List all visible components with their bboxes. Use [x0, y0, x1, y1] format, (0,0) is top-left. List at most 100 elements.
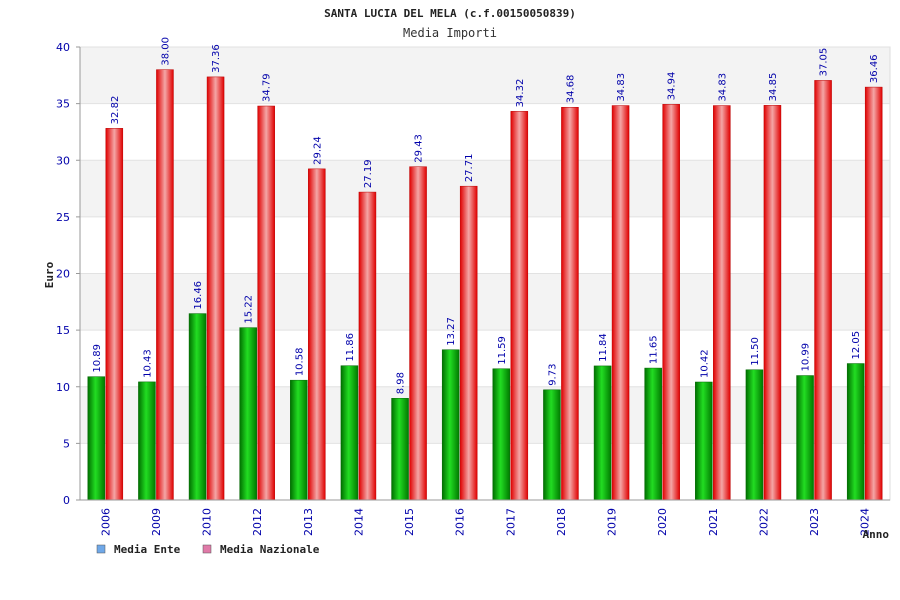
data-label-media-nazionale: 34.32 — [515, 79, 526, 108]
data-label-media-ente: 13.27 — [446, 317, 457, 346]
legend-swatch-media-nazionale — [202, 544, 212, 554]
bar-media-nazionale — [561, 106, 579, 501]
bar-media-ente — [745, 369, 764, 501]
y-tick-label: 35 — [56, 98, 70, 111]
bar-media-nazionale — [713, 105, 731, 501]
data-label-media-ente: 15.22 — [244, 295, 255, 324]
x-axis-label: Anno — [863, 528, 890, 541]
x-tick-label: 2019 — [606, 508, 619, 536]
data-label-media-ente: 10.99 — [801, 343, 812, 372]
chart-title: SANTA LUCIA DEL MELA (c.f.00150050839) — [324, 7, 576, 20]
x-tick-label: 2014 — [352, 508, 365, 536]
data-label-media-ente: 12.05 — [851, 331, 862, 360]
bar-media-nazionale — [814, 80, 832, 501]
data-label-media-nazionale: 29.43 — [414, 134, 425, 163]
bar-media-nazionale — [156, 69, 174, 501]
bar-media-ente — [340, 365, 359, 501]
bar-media-nazionale — [308, 168, 326, 501]
data-label-media-ente: 10.42 — [699, 349, 710, 378]
legend: Media Ente Media Nazionale — [96, 543, 320, 556]
data-label-media-nazionale: 34.94 — [667, 72, 678, 101]
data-label-media-ente: 11.84 — [598, 333, 609, 362]
bar-media-ente — [543, 389, 561, 501]
x-tick-label: 2015 — [403, 508, 416, 536]
data-label-media-nazionale: 29.24 — [312, 136, 323, 165]
bar-media-nazionale — [257, 105, 275, 501]
data-label-media-ente: 11.86 — [345, 333, 356, 362]
bar-media-ente — [593, 365, 612, 501]
y-tick-label: 25 — [56, 211, 70, 224]
data-label-media-ente: 16.46 — [193, 281, 204, 310]
data-label-media-nazionale: 37.05 — [819, 48, 830, 77]
bar-media-nazionale — [611, 105, 630, 501]
legend-label-media-ente: Media Ente — [114, 543, 181, 556]
bar-media-ente — [87, 376, 106, 501]
data-label-media-nazionale: 38.00 — [160, 37, 171, 66]
x-tick-label: 2024 — [859, 508, 872, 536]
bar-media-nazionale — [105, 128, 124, 501]
data-label-media-ente: 11.65 — [649, 335, 660, 364]
y-tick-label: 10 — [56, 381, 70, 394]
bar-media-ente — [391, 398, 409, 501]
y-axis-label: Euro — [43, 261, 56, 288]
data-label-media-ente: 8.98 — [396, 372, 407, 394]
data-label-media-ente: 10.89 — [92, 344, 103, 373]
data-label-media-nazionale: 34.68 — [565, 75, 576, 104]
data-label-media-ente: 9.73 — [547, 364, 558, 386]
x-tick-label: 2018 — [555, 508, 568, 536]
x-tick-label: 2012 — [251, 508, 264, 536]
y-tick-label: 30 — [56, 154, 70, 167]
y-tick-label: 0 — [63, 494, 70, 507]
x-tick-label: 2020 — [656, 508, 669, 536]
bar-media-ente — [644, 367, 662, 501]
bar-media-ente — [188, 313, 207, 501]
bar-media-nazionale — [459, 185, 478, 501]
x-tick-label: 2022 — [757, 508, 770, 536]
x-tick-label: 2009 — [150, 508, 163, 536]
bar-media-nazionale — [206, 76, 225, 501]
x-tick-label: 2021 — [707, 508, 720, 536]
bar-media-nazionale — [662, 104, 680, 501]
bar-media-nazionale — [864, 86, 883, 501]
x-tick-label: 2016 — [454, 508, 467, 536]
data-label-media-nazionale: 32.82 — [110, 96, 121, 125]
x-tick-label: 2017 — [504, 508, 517, 536]
bar-media-ente — [846, 363, 865, 501]
x-axis-ticks: 2006 2009 2010 2012 2013 2014 2015 2016 2017 2018… — [99, 508, 871, 536]
data-label-media-nazionale: 34.83 — [717, 73, 728, 102]
bar-media-nazionale — [763, 105, 782, 501]
bar-media-ente — [441, 349, 460, 501]
data-label-media-nazionale: 36.46 — [869, 54, 880, 83]
data-label-media-nazionale: 34.79 — [262, 73, 273, 102]
bar-media-nazionale — [510, 111, 529, 501]
bar-media-ente — [290, 379, 308, 501]
legend-label-media-nazionale: Media Nazionale — [220, 543, 320, 556]
bar-media-ente — [796, 375, 814, 501]
y-tick-label: 40 — [56, 41, 70, 54]
data-label-media-nazionale: 27.19 — [363, 159, 374, 188]
bar-media-ente — [138, 381, 156, 501]
data-label-media-ente: 10.58 — [294, 348, 305, 377]
bar-media-ente — [695, 381, 713, 501]
data-label-media-ente: 11.59 — [497, 336, 508, 365]
y-tick-label: 5 — [63, 437, 70, 450]
data-label-media-nazionale: 37.36 — [211, 44, 222, 73]
data-label-media-nazionale: 34.85 — [768, 73, 779, 102]
data-label-media-ente: 11.50 — [750, 337, 761, 366]
bar-media-ente — [239, 327, 257, 501]
data-label-media-nazionale: 34.83 — [616, 73, 627, 102]
x-tick-label: 2006 — [99, 508, 112, 536]
data-label-media-nazionale: 27.71 — [464, 154, 475, 183]
bar-media-nazionale — [409, 166, 427, 501]
y-tick-label: 20 — [56, 268, 70, 281]
bars-group: 10.89 32.82 10.43 38.00 16.46 37.36 15.22 34.79… — [87, 37, 883, 501]
x-tick-label: 2023 — [808, 508, 821, 536]
chart-subtitle: Media Importi — [403, 26, 497, 40]
x-tick-label: 2013 — [302, 508, 315, 536]
y-tick-label: 15 — [56, 324, 70, 337]
data-label-media-ente: 10.43 — [142, 349, 153, 378]
bar-media-ente — [492, 368, 511, 501]
y-axis-ticks: 0 5 10 15 20 25 30 35 40 — [56, 41, 80, 507]
